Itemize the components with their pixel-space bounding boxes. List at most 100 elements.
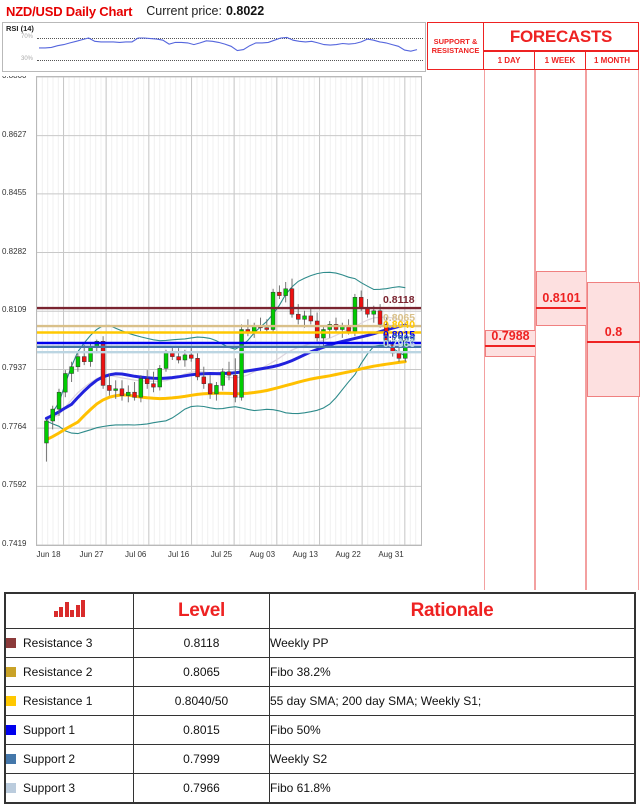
level-name-cell: Support 1 — [5, 715, 134, 745]
levels-table: Level Rationale Resistance 3 0.8118 Weekly… — [4, 592, 636, 804]
forecast-column-header-2: 1 WEEK — [535, 51, 586, 70]
forecast-column-header-3: 1 MONTH — [586, 51, 639, 70]
x-axis-tick: Jul 25 — [210, 550, 233, 559]
rsi-panel: RSI (14) 70% 30% — [2, 22, 426, 72]
forecast-panel: SUPPORT & RESISTANCE FORECASTS 1 DAY 0.79… — [427, 22, 640, 590]
forecast-value-line — [587, 341, 640, 344]
level-name-cell: Resistance 2 — [5, 657, 134, 687]
level-name-text: Support 3 — [23, 781, 76, 795]
y-axis-tick: 0.7764 — [2, 422, 27, 432]
bar-chart-icon — [53, 600, 86, 617]
price-plot-area — [36, 76, 422, 546]
x-axis-tick: Jun 18 — [36, 550, 61, 559]
rationale-cell: Fibo 61.8% — [269, 773, 635, 803]
rationale-header-text: Rationale — [410, 600, 494, 621]
color-swatch-icon — [6, 725, 16, 735]
level-value-cell: 0.8015 — [133, 715, 270, 745]
current-price-label: Current price: — [146, 4, 222, 18]
table-row[interactable]: Support 1 0.8015 Fibo 50% — [5, 715, 635, 745]
y-axis-tick: 0.8455 — [2, 187, 27, 197]
forecast-value-line — [485, 345, 536, 348]
table-header-level: Level — [133, 593, 270, 629]
y-axis-tick: 0.7592 — [2, 480, 27, 490]
y-axis-tick: 0.8282 — [2, 246, 27, 256]
x-axis-tick: Aug 22 — [335, 550, 361, 559]
level-name-cell: Support 3 — [5, 773, 134, 803]
forecast-value-label: 0.8 — [604, 325, 623, 340]
forecast-range-band — [485, 329, 536, 358]
rationale-cell: Weekly S2 — [269, 744, 635, 774]
x-axis-tick: Jul 06 — [125, 550, 147, 559]
x-axis-tick: Aug 03 — [249, 550, 276, 559]
forecast-column-header-1: 1 DAY — [484, 51, 535, 70]
support-resistance-header: SUPPORT & RESISTANCE — [427, 22, 484, 70]
forecast-column-body-1: 0.7988 — [484, 70, 536, 590]
price-level-label: 0.8015 — [383, 329, 416, 342]
table-body: Resistance 3 0.8118 Weekly PP Resistance 2 0… — [5, 628, 635, 803]
forecasts-title: FORECASTS — [484, 22, 639, 51]
table-header-row: Level Rationale — [5, 593, 635, 629]
table-row[interactable]: Support 3 0.7966 Fibo 61.8% — [5, 773, 635, 803]
level-header-text: Level — [177, 600, 226, 621]
x-axis-tick: Aug 13 — [292, 550, 318, 559]
page-title: NZD/USD Daily Chart — [6, 3, 133, 19]
page-header: NZD/USD Daily Chart Current price: 0.802… — [0, 0, 640, 22]
color-swatch-icon — [6, 754, 16, 764]
y-axis-tick: 0.7937 — [2, 363, 27, 373]
level-name-text: Resistance 3 — [23, 636, 93, 650]
level-value-cell: 0.7999 — [133, 744, 270, 774]
price-level-label: 0.8065 — [383, 312, 416, 325]
forecast-range-band — [587, 281, 640, 398]
level-name-cell: Resistance 1 — [5, 686, 134, 716]
sr-header-line1: SUPPORT & — [433, 36, 478, 46]
price-chart-panel: 0.8800 0.8627 0.8455 0.8282 0.8109 0.7937 0.77… — [2, 76, 426, 568]
y-axis-tick: 0.8109 — [2, 305, 27, 315]
level-name-cell: Support 2 — [5, 744, 134, 774]
table-row[interactable]: Resistance 1 0.8040/50 55 day SMA; 200 day… — [5, 686, 635, 716]
level-name-cell: Resistance 3 — [5, 628, 134, 658]
rationale-cell: Weekly PP — [269, 628, 635, 658]
y-axis-tick: 0.8800 — [2, 76, 35, 80]
level-name-text: Support 2 — [23, 752, 76, 766]
forecast-value-label: 0.7988 — [491, 329, 530, 344]
table-row[interactable]: Resistance 3 0.8118 Weekly PP — [5, 628, 635, 658]
price-level-label: 0.8040 — [383, 318, 416, 331]
chart-and-forecast-region: RSI (14) 70% 30% 0.8800 0.8627 0.8455 0.828… — [0, 22, 640, 590]
forecast-column-body-3: 0.8 — [586, 70, 640, 590]
rsi-oversold-label: 30% — [21, 56, 34, 62]
y-axis-tick: 0.8627 — [2, 129, 27, 139]
level-value-cell: 0.8040/50 — [133, 686, 270, 716]
price-level-label: 0.7966 — [383, 338, 416, 351]
level-value-cell: 0.8065 — [133, 657, 270, 687]
price-level-label: 0.7999 — [383, 332, 416, 345]
level-value-cell: 0.7966 — [133, 773, 270, 803]
level-name-text: Resistance 2 — [23, 665, 93, 679]
color-swatch-icon — [6, 696, 16, 706]
current-price-value: 0.8022 — [225, 4, 265, 18]
level-name-text: Resistance 1 — [23, 694, 93, 708]
sr-header-line2: RESISTANCE — [431, 46, 480, 55]
rsi-overbought-line — [37, 38, 423, 39]
rsi-oversold-line — [37, 60, 423, 61]
color-swatch-icon — [6, 667, 16, 677]
forecast-value-label: 0.8101 — [542, 290, 581, 305]
table-row[interactable]: Support 2 0.7999 Weekly S2 — [5, 744, 635, 774]
x-axis-tick: Jul 16 — [167, 550, 190, 559]
table-header-rationale: Rationale — [269, 593, 635, 629]
rsi-title: RSI (14) — [6, 24, 34, 33]
price-level-label: 0.8118 — [383, 294, 415, 307]
level-name-text: Support 1 — [23, 723, 76, 737]
x-axis-tick: Aug 31 — [378, 550, 404, 559]
rationale-cell: 55 day SMA; 200 day SMA; Weekly S1; — [269, 686, 635, 716]
forecast-value-line — [536, 306, 587, 309]
rationale-cell: Fibo 38.2% — [269, 657, 635, 687]
x-axis-tick: Jun 27 — [79, 550, 104, 559]
table-header-icon-cell — [5, 593, 134, 629]
color-swatch-icon — [6, 638, 16, 648]
rsi-line-chart — [39, 36, 418, 52]
rsi-overbought-label: 70% — [21, 34, 34, 40]
level-value-cell: 0.8118 — [133, 628, 270, 658]
table-row[interactable]: Resistance 2 0.8065 Fibo 38.2% — [5, 657, 635, 687]
y-axis-tick: 0.7419 — [2, 539, 27, 548]
